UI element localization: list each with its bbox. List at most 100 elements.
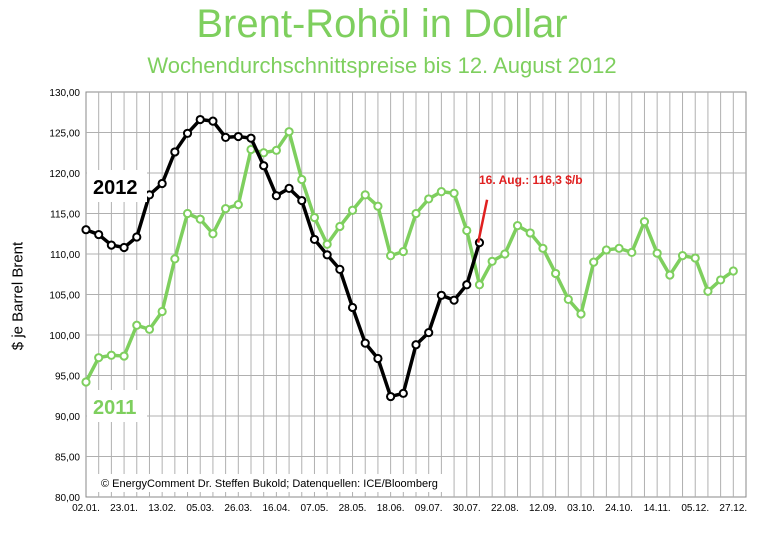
data-point-2011	[665, 270, 675, 280]
data-point-2011	[157, 306, 167, 317]
data-point-2012	[309, 234, 320, 245]
data-point-2012	[246, 133, 256, 143]
data-point-2011	[386, 251, 396, 261]
data-point-2012	[233, 131, 243, 142]
data-point-2012	[132, 232, 142, 242]
data-point-2011	[652, 248, 662, 258]
data-point-2011	[538, 243, 548, 253]
data-point-2012	[360, 338, 370, 348]
data-point-2011	[398, 246, 408, 257]
data-point-2011	[500, 249, 510, 259]
x-tick-label: 30.07.	[453, 503, 481, 514]
data-point-2011	[716, 275, 726, 285]
x-tick-label: 05.03.	[186, 503, 214, 514]
data-point-2011	[119, 351, 129, 361]
data-point-2012	[449, 295, 459, 305]
x-tick-label: 22.08.	[491, 503, 519, 514]
legend-2012-label: 2012	[93, 177, 138, 199]
y-tick-label: 120,00	[49, 169, 80, 180]
data-point-2011	[411, 208, 421, 219]
x-tick-label: 28.05.	[339, 503, 367, 514]
data-point-2011	[271, 145, 281, 155]
x-tick-label: 26.03.	[224, 503, 252, 514]
data-point-2012	[462, 280, 472, 290]
data-point-2012	[119, 242, 129, 253]
y-tick-label: 85,00	[55, 453, 80, 464]
x-tick-label: 13.02.	[148, 503, 176, 514]
data-point-2011	[259, 148, 269, 158]
legend-2012-box	[87, 170, 147, 202]
data-point-2012	[411, 340, 421, 350]
annotation-label: 16. Aug.: 116,3 $/b	[479, 173, 583, 187]
data-point-2012	[436, 290, 446, 300]
data-point-2011	[208, 229, 218, 239]
data-point-2011	[132, 320, 142, 330]
data-point-2012	[259, 161, 269, 171]
data-point-2012	[195, 114, 205, 125]
legend-2011-box	[87, 390, 147, 422]
data-point-2011	[360, 190, 370, 200]
data-point-2011	[474, 280, 485, 290]
y-tick-label: 80,00	[55, 493, 80, 504]
legend-2011-label: 2011	[93, 397, 136, 419]
data-point-2011	[728, 266, 738, 276]
y-tick-label: 130,00	[49, 88, 80, 99]
credit-text: © EnergyComment Dr. Steffen Bukold; Date…	[101, 478, 438, 490]
data-point-2012	[386, 391, 396, 402]
series-2012	[81, 114, 485, 402]
data-point-2011	[322, 239, 332, 249]
annotation-line	[476, 199, 489, 243]
data-point-2011	[512, 221, 523, 231]
data-point-2012	[398, 388, 408, 398]
x-axis-ticks: 02.01. 23.01. 13.02. 05.03. 26.03. 16.04. 07.0…	[72, 503, 747, 514]
x-tick-label: 14.11.	[644, 503, 671, 514]
data-point-2012	[335, 264, 345, 274]
data-point-2012	[271, 191, 281, 201]
data-point-2012	[322, 250, 332, 260]
x-tick-label: 05.12.	[681, 503, 709, 514]
x-tick-label: 02.01.	[72, 503, 100, 514]
data-point-2011	[144, 324, 155, 334]
chart-title: Brent-Rohöl in Dollar	[196, 2, 568, 46]
data-point-2011	[233, 199, 243, 210]
data-point-2011	[601, 245, 611, 255]
data-point-2011	[589, 257, 599, 267]
x-tick-label: 27.12.	[719, 503, 747, 514]
data-point-2011	[614, 243, 624, 253]
x-tick-label: 07.05.	[301, 503, 329, 514]
data-point-2012	[106, 240, 116, 250]
y-tick-label: 90,00	[55, 412, 80, 423]
data-point-2011	[703, 286, 713, 296]
data-point-2012	[208, 116, 218, 126]
data-point-2011	[335, 221, 345, 232]
series-2011	[81, 127, 738, 387]
data-point-2011	[284, 127, 294, 137]
y-axis-ticks: 80,00 85,00 90,00 95,00 100,00 105,00 110,00 11…	[49, 88, 80, 504]
x-tick-label: 09.07.	[415, 503, 443, 514]
data-point-2011	[627, 247, 637, 257]
data-point-2012	[170, 147, 180, 157]
data-point-2011	[639, 217, 650, 227]
x-tick-label: 18.06.	[377, 503, 405, 514]
data-point-2012	[157, 178, 167, 189]
x-tick-label: 16.04.	[262, 503, 290, 514]
data-point-2011	[170, 254, 180, 264]
x-tick-label: 23.01.	[110, 503, 138, 514]
y-tick-label: 100,00	[49, 331, 80, 342]
data-point-2012	[94, 229, 104, 240]
data-point-2011	[221, 204, 231, 214]
data-point-2011	[309, 212, 320, 223]
data-point-2012	[373, 353, 383, 364]
series-line-2011	[84, 129, 735, 383]
data-point-2012	[182, 128, 193, 138]
y-tick-label: 95,00	[55, 372, 80, 383]
y-tick-label: 110,00	[50, 250, 80, 261]
data-point-2011	[182, 208, 193, 219]
data-point-2011	[563, 294, 573, 304]
data-point-2011	[373, 201, 383, 211]
y-tick-label: 115,00	[50, 210, 80, 221]
data-point-2011	[462, 225, 472, 236]
data-point-2011	[297, 174, 307, 185]
x-tick-label: 24.10.	[605, 503, 633, 514]
